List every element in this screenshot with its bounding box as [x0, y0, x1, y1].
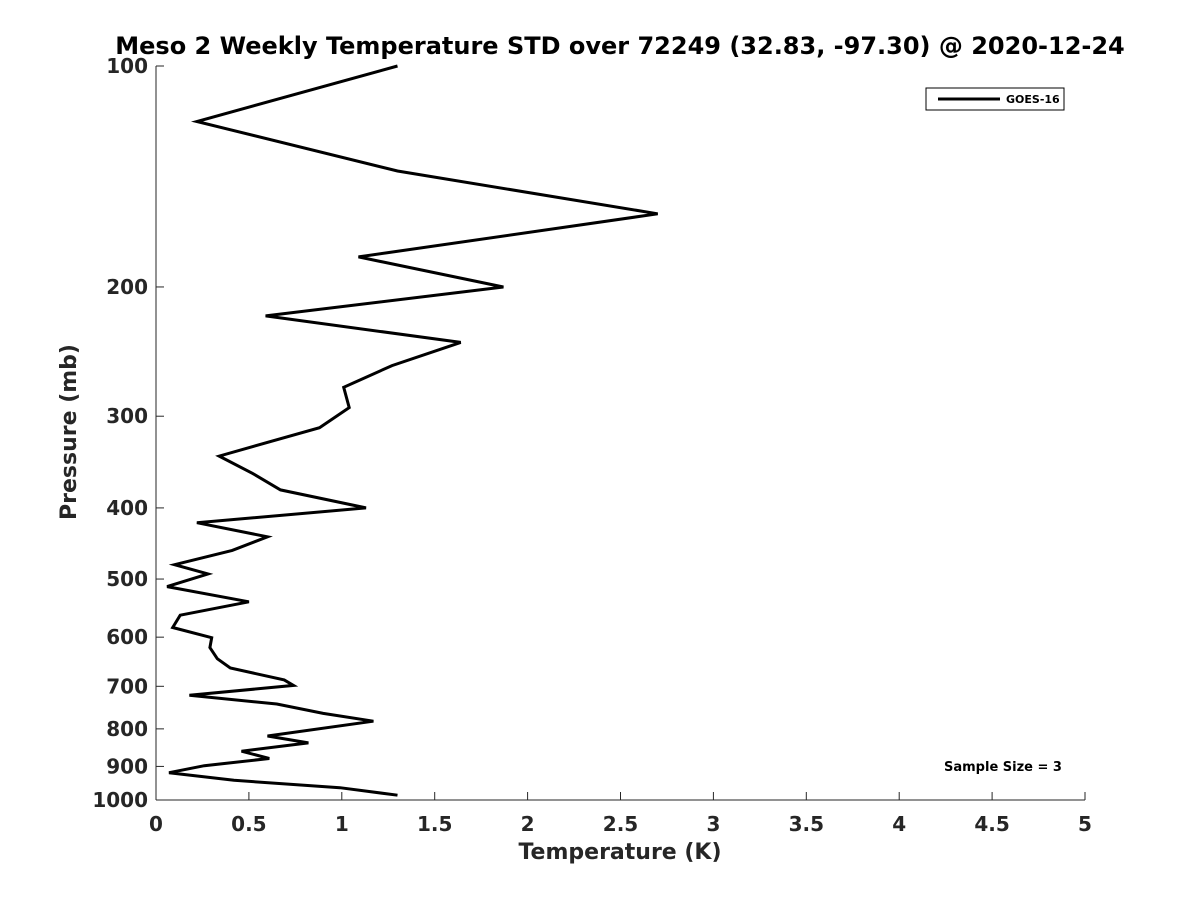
y-tick-label: 1000: [92, 788, 148, 812]
axis-ticks: 0 0.5 1 1.5 2 2.5 3 3.5 4 4.5 5 100 200 300 400 500 600 7…: [92, 54, 1092, 836]
y-axis-label: Pressure (mb): [57, 344, 82, 520]
y-tick-label: 600: [106, 625, 148, 649]
y-tick-label: 200: [106, 275, 148, 299]
x-tick-label: 0: [149, 812, 163, 836]
x-tick-label: 1.5: [417, 812, 452, 836]
legend-label: GOES-16: [1006, 93, 1060, 106]
y-tick-label: 700: [106, 674, 148, 698]
x-tick-label: 3: [706, 812, 720, 836]
series-line: [166, 64, 658, 797]
x-tick-label: 0.5: [231, 812, 266, 836]
x-tick-label: 2.5: [603, 812, 638, 836]
y-tick-label: 800: [106, 717, 148, 741]
y-tick-label: 400: [106, 496, 148, 520]
y-tick-label: 100: [106, 54, 148, 78]
sample-size-annotation: Sample Size = 3: [944, 760, 1062, 775]
x-tick-label: 5: [1078, 812, 1092, 836]
x-tick-label: 3.5: [789, 812, 824, 836]
series-group: [166, 64, 658, 797]
x-axis-label: Temperature (K): [518, 840, 721, 865]
y-tick-label: 500: [106, 567, 148, 591]
x-tick-label: 4.5: [974, 812, 1009, 836]
y-tick-label: 900: [106, 754, 148, 778]
x-tick-label: 1: [335, 812, 349, 836]
legend: GOES-16: [925, 87, 1065, 111]
y-tick-label: 300: [106, 404, 148, 428]
chart-title: Meso 2 Weekly Temperature STD over 72249…: [115, 32, 1125, 60]
x-tick-label: 2: [521, 812, 535, 836]
x-tick-label: 4: [892, 812, 906, 836]
